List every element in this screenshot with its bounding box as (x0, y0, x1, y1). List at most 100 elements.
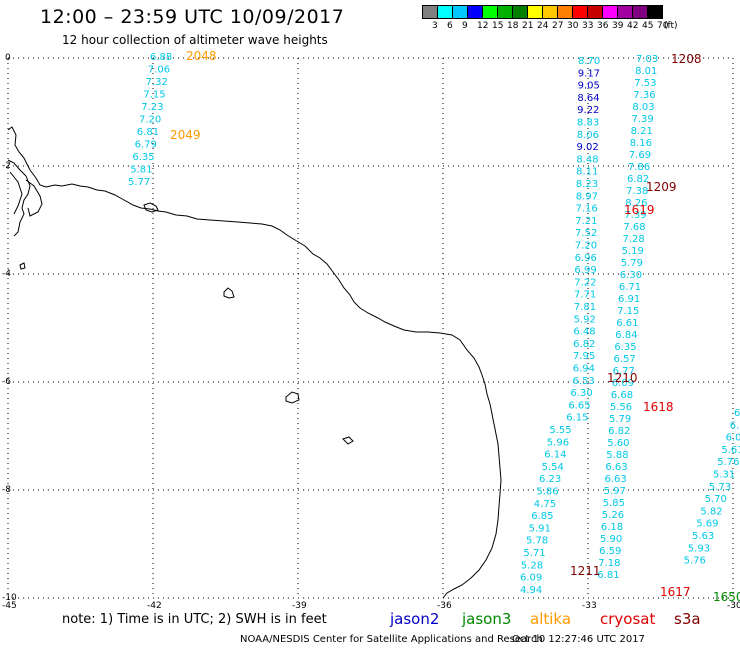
wave-height-value: 5.92 (574, 314, 596, 325)
wave-height-value: 5.81 (130, 165, 152, 176)
y-tick-label: -2 (2, 161, 11, 171)
wave-height-value: 8.16 (630, 138, 652, 149)
island-4 (342, 436, 354, 445)
wave-height-value: 6.57 (614, 354, 636, 365)
wave-height-value: 6.23 (539, 474, 561, 485)
wave-height-value: 8.70 (578, 56, 600, 67)
wave-height-value: 5.79 (621, 258, 643, 269)
legend-altika: altika (530, 610, 572, 628)
wave-height-value: 7.81 (574, 302, 596, 313)
time-label: 1618 (643, 400, 674, 414)
wave-height-value: 5.69 (696, 519, 718, 530)
wave-height-value: 5.19 (622, 246, 644, 257)
y-tick-label: -4 (2, 269, 11, 279)
wave-height-value: 7.15 (143, 90, 165, 101)
page-subtitle: 12 hour collection of altimeter wave hei… (62, 33, 328, 47)
wave-height-value: 7.36 (633, 90, 655, 101)
wave-height-value: 6.48 (573, 327, 595, 338)
scale-label: 21 (522, 21, 534, 31)
wave-height-value: 5.28 (521, 560, 543, 571)
wave-height-value: 6.53 (573, 376, 595, 387)
scale-label: (ft) (664, 21, 678, 31)
wave-height-value: 7.68 (623, 222, 645, 233)
scale-label: 36 (597, 21, 609, 31)
wave-height-value: 7.32 (146, 77, 168, 88)
y-tick-label: -8 (2, 485, 11, 495)
wave-height-value: 9.17 (578, 68, 600, 79)
scale-label: 3 (432, 21, 438, 31)
wave-height-value: 6.61 (616, 318, 638, 329)
wave-height-value: 5.31 (713, 470, 735, 481)
wave-height-value: 6.79 (135, 140, 157, 151)
wave-height-value: 6.15 (566, 413, 588, 424)
wave-height-value: 8.97 (576, 191, 598, 202)
wave-height-value: 5.70 (705, 494, 727, 505)
wave-height-value: 5.77 (128, 177, 150, 188)
x-tick-label: -36 (437, 601, 452, 611)
wave-height-value: 5.55 (549, 425, 571, 436)
wave-height-value: 7.15 (617, 306, 639, 317)
credit-line: NOAA/NESDIS Center for Satellite Applica… (240, 634, 543, 645)
wave-height-value: 6.63 (605, 474, 627, 485)
wave-height-value: 5.90 (600, 534, 622, 545)
scale-swatch (647, 5, 663, 19)
wave-height-value: 8.21 (631, 126, 653, 137)
wave-height-value: 7.06 (148, 65, 170, 76)
x-tick-label: -30 (727, 601, 740, 611)
wave-height-value: 5.79 (609, 414, 631, 425)
wave-height-value: 6.82 (627, 174, 649, 185)
island-1 (143, 202, 159, 213)
wave-height-value: 7.53 (634, 78, 656, 89)
wave-height-value: 7.86 (628, 162, 650, 173)
time-label: 2049 (170, 128, 201, 142)
time-label: 1619 (624, 203, 655, 217)
wave-height-value: 7.28 (623, 234, 645, 245)
wave-height-value: 5.61 (721, 445, 740, 456)
wave-height-value: 5.63 (692, 531, 714, 542)
wave-height-value: 9.05 (578, 81, 600, 92)
y-tick-label: -10 (2, 593, 17, 603)
wave-height-value: 5.82 (700, 506, 722, 517)
scale-label: 33 (582, 21, 594, 31)
legend-s3a: s3a (674, 610, 701, 628)
wave-height-value: 5.85 (603, 498, 625, 509)
wave-height-value: 7.95 (573, 351, 595, 362)
wave-height-value: 6.09 (520, 573, 542, 584)
wave-height-value: 8.26 (625, 198, 647, 209)
wave-height-value: 8.83 (577, 118, 599, 129)
wave-height-value: 7.23 (141, 102, 163, 113)
time-label: 1650 (713, 590, 740, 604)
wave-height-value: 5.97 (604, 486, 626, 497)
wave-height-value: 4.75 (534, 499, 556, 510)
wave-height-value: 6.21 (730, 420, 740, 431)
time-label: 1210 (607, 371, 638, 385)
wave-height-value: 6.09 (726, 433, 740, 444)
time-label: 1211 (570, 564, 601, 578)
scale-label: 24 (537, 21, 549, 31)
scale-label: 9 (462, 21, 468, 31)
time-label: 1209 (646, 180, 677, 194)
wave-height-value: 6.99 (574, 265, 596, 276)
wave-height-value: 5.91 (529, 523, 551, 534)
wave-height-value: 7.20 (575, 241, 597, 252)
x-tick-label: -45 (2, 601, 17, 611)
wave-height-value: 6.77 (613, 366, 635, 377)
wave-height-value: 6.65 (568, 400, 590, 411)
island-5 (19, 262, 26, 270)
time-label: 1617 (660, 585, 691, 599)
x-tick-label: -33 (582, 601, 597, 611)
wave-height-value: 6.35 (132, 152, 154, 163)
wave-height-value: 7.69 (629, 150, 651, 161)
wave-height-value: 5.76 (684, 556, 706, 567)
wave-height-value: 7.39 (624, 210, 646, 221)
wave-height-value: 6.30 (620, 270, 642, 281)
y-tick-label: -6 (2, 377, 11, 387)
wave-height-value: 6.14 (544, 450, 566, 461)
page-title: 12:00 – 23:59 UTC 10/09/2017 (40, 6, 345, 28)
wave-height-tracks: 6.887.067.327.157.237.206.816.796.355.81… (128, 49, 740, 604)
wave-height-value: 6.30 (570, 388, 592, 399)
wave-height-value: 5.56 (610, 402, 632, 413)
scale-label: 12 (477, 21, 489, 31)
island-3 (285, 391, 300, 404)
